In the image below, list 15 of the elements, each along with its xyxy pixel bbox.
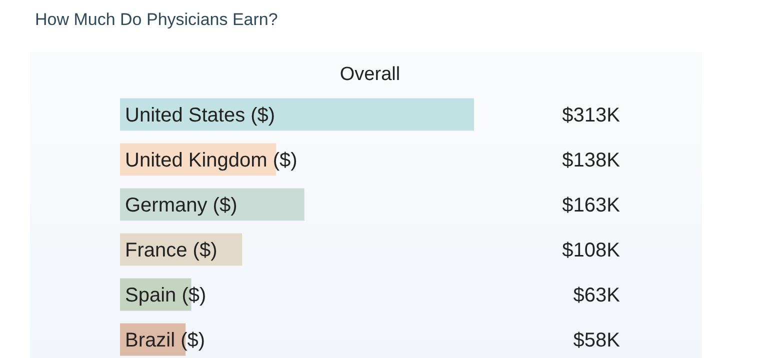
data-label: $163K	[562, 194, 621, 216]
y-tick-label: France ($)	[125, 240, 218, 262]
y-tick-label: Spain ($)	[125, 284, 206, 307]
data-label: $63K	[573, 284, 621, 307]
data-label: $58K	[573, 330, 621, 352]
y-tick-label: Germany ($)	[125, 194, 238, 216]
data-label: $138K	[562, 149, 621, 172]
y-tick-label: Brazil ($)	[125, 330, 206, 352]
data-label: $108K	[562, 240, 621, 262]
chart-subtitle: Overall	[340, 64, 400, 85]
bar	[120, 98, 474, 131]
y-tick-label: United States ($)	[125, 104, 276, 126]
data-label: $313K	[562, 104, 621, 126]
y-tick-label: United Kingdom ($)	[125, 149, 298, 172]
chart-title: How Much Do Physicians Earn?	[35, 10, 278, 29]
